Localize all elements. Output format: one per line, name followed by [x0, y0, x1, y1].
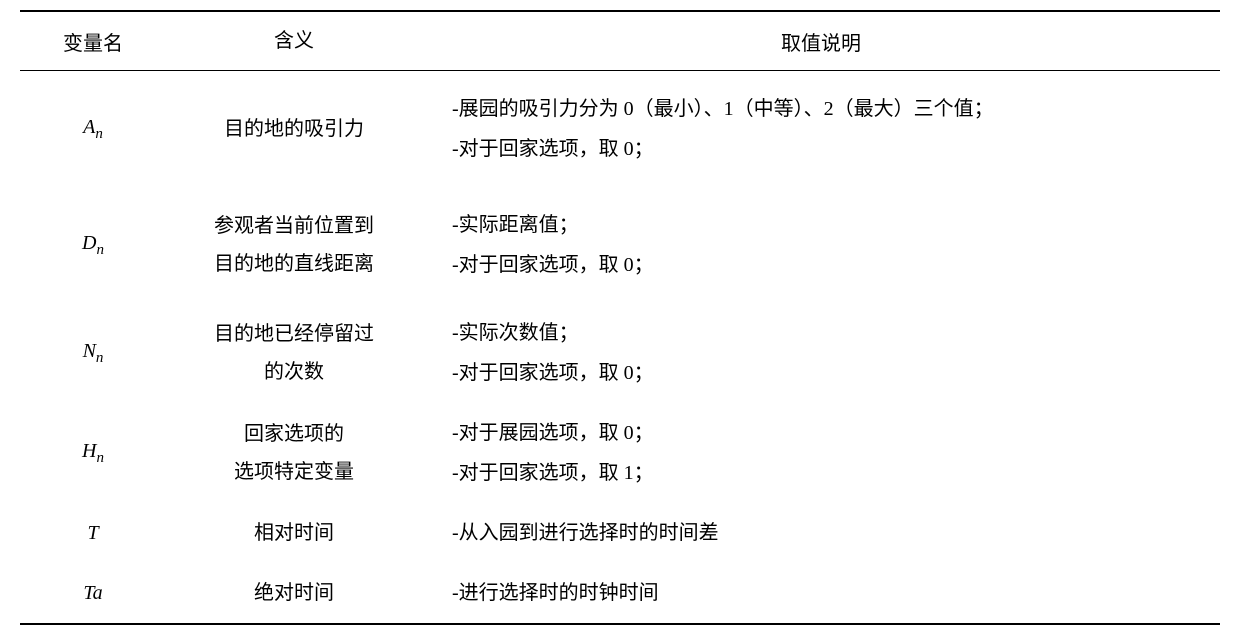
- table-row: Ta 绝对时间 -进行选择时的时钟时间: [20, 563, 1220, 624]
- table-body: An目的地的吸引力-展园的吸引力分为 0（最小）、1（中等）、2（最大）三个值；…: [20, 71, 1220, 625]
- cell-var: Nn: [20, 303, 166, 403]
- cell-var: Hn: [20, 403, 166, 503]
- var-main: N: [83, 340, 96, 362]
- meaning-line: 相对时间: [174, 514, 414, 552]
- cell-meaning: 目的地已经停留过的次数: [166, 303, 422, 403]
- header-desc: 取值说明: [422, 11, 1220, 71]
- meaning-line: 绝对时间: [174, 574, 414, 612]
- cell-desc: -从入园到进行选择时的时间差: [422, 503, 1220, 563]
- cell-desc: -进行选择时的时钟时间: [422, 563, 1220, 624]
- var-main: T: [87, 522, 98, 544]
- meaning-line: 参观者当前位置到: [174, 207, 414, 245]
- desc-line: -对于回家选项，取 0；: [452, 353, 1212, 393]
- table-row: T 相对时间 -从入园到进行选择时的时间差: [20, 503, 1220, 563]
- desc-line: -从入园到进行选择时的时间差: [452, 513, 1212, 553]
- var-main: D: [82, 232, 96, 254]
- table-row: Hn回家选项的选项特定变量-对于展园选项，取 0；-对于回家选项，取 1；: [20, 403, 1220, 503]
- desc-line: -对于回家选项，取 1；: [452, 453, 1212, 493]
- meaning-line: 选项特定变量: [174, 453, 414, 491]
- cell-var: An: [20, 71, 166, 188]
- table-row: Dn参观者当前位置到目的地的直线距离-实际距离值；-对于回家选项，取 0；: [20, 187, 1220, 303]
- var-sub: n: [95, 126, 103, 142]
- header-meaning: 含义: [166, 11, 422, 71]
- var-main: Ta: [83, 582, 102, 604]
- meaning-line: 回家选项的: [174, 415, 414, 453]
- var-main: H: [82, 440, 96, 462]
- meaning-line: 的次数: [174, 353, 414, 391]
- cell-desc: -展园的吸引力分为 0（最小）、1（中等）、2（最大）三个值；-对于回家选项，取…: [422, 71, 1220, 188]
- cell-var: T: [20, 503, 166, 563]
- variable-table: 变量名 含义 取值说明 An目的地的吸引力-展园的吸引力分为 0（最小）、1（中…: [20, 10, 1220, 625]
- var-main: A: [83, 116, 95, 138]
- desc-line: -实际次数值；: [452, 313, 1212, 353]
- cell-desc: -实际距离值；-对于回家选项，取 0；: [422, 187, 1220, 303]
- desc-line: -对于回家选项，取 0；: [452, 245, 1212, 285]
- var-sub: n: [96, 242, 104, 258]
- cell-meaning: 参观者当前位置到目的地的直线距离: [166, 187, 422, 303]
- desc-line: -对于展园选项，取 0；: [452, 413, 1212, 453]
- cell-meaning: 相对时间: [166, 503, 422, 563]
- desc-line: -对于回家选项，取 0；: [452, 129, 1212, 169]
- table-row: An目的地的吸引力-展园的吸引力分为 0（最小）、1（中等）、2（最大）三个值；…: [20, 71, 1220, 188]
- cell-desc: -实际次数值；-对于回家选项，取 0；: [422, 303, 1220, 403]
- table-header-row: 变量名 含义 取值说明: [20, 11, 1220, 71]
- cell-var: Ta: [20, 563, 166, 624]
- desc-line: -实际距离值；: [452, 205, 1212, 245]
- meaning-line: 目的地已经停留过: [174, 315, 414, 353]
- meaning-line: 目的地的直线距离: [174, 245, 414, 283]
- cell-meaning: 绝对时间: [166, 563, 422, 624]
- desc-line: -展园的吸引力分为 0（最小）、1（中等）、2（最大）三个值；: [452, 89, 1212, 129]
- desc-line: -进行选择时的时钟时间: [452, 573, 1212, 613]
- meaning-line: 目的地的吸引力: [174, 110, 414, 148]
- cell-var: Dn: [20, 187, 166, 303]
- cell-meaning: 目的地的吸引力: [166, 71, 422, 188]
- var-sub: n: [96, 350, 104, 366]
- cell-desc: -对于展园选项，取 0；-对于回家选项，取 1；: [422, 403, 1220, 503]
- header-var: 变量名: [20, 11, 166, 71]
- cell-meaning: 回家选项的选项特定变量: [166, 403, 422, 503]
- var-sub: n: [96, 450, 104, 466]
- table-row: Nn目的地已经停留过的次数-实际次数值；-对于回家选项，取 0；: [20, 303, 1220, 403]
